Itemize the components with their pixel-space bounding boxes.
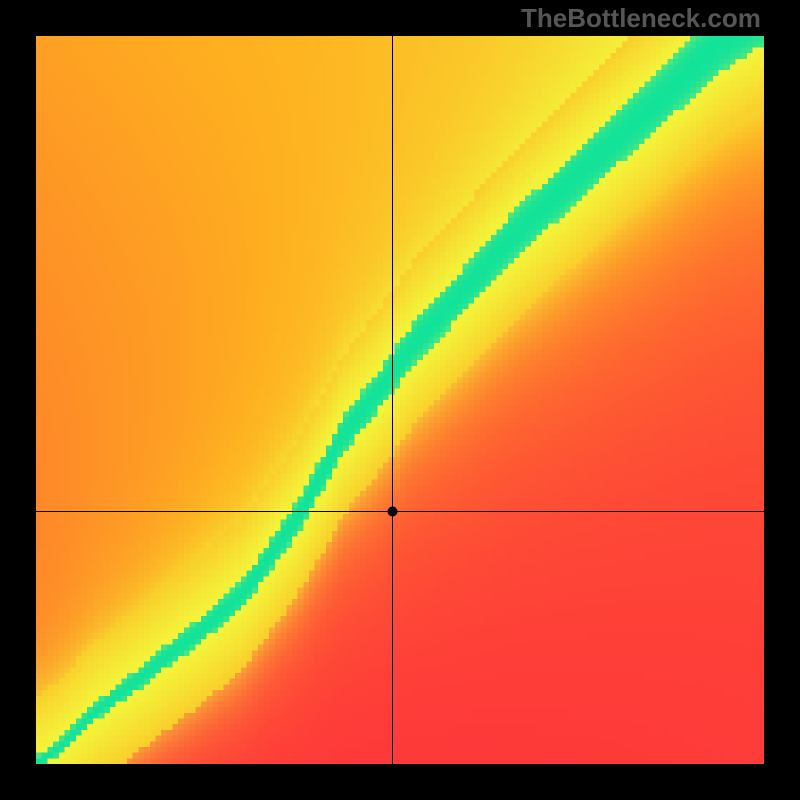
chart-container: TheBottleneck.com bbox=[0, 0, 800, 800]
watermark-text: TheBottleneck.com bbox=[521, 3, 761, 34]
crosshair-overlay bbox=[36, 36, 764, 764]
